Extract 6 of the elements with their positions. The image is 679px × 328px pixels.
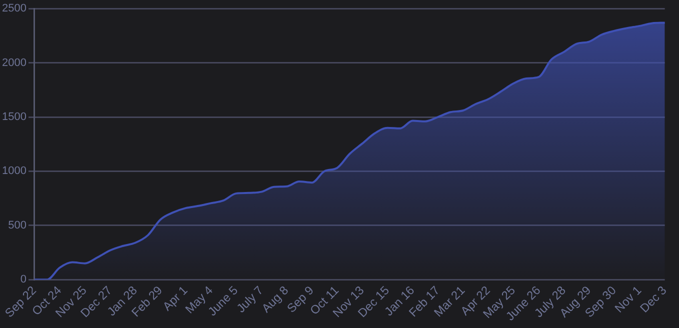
y-tick-label: 2000 — [2, 56, 26, 69]
y-tick-label: 1000 — [2, 165, 26, 178]
y-tick-label: 1500 — [2, 111, 26, 124]
y-tick-label: 2500 — [2, 2, 26, 15]
y-tick-label: 0 — [20, 274, 26, 286]
y-tick-label: 500 — [8, 219, 26, 232]
